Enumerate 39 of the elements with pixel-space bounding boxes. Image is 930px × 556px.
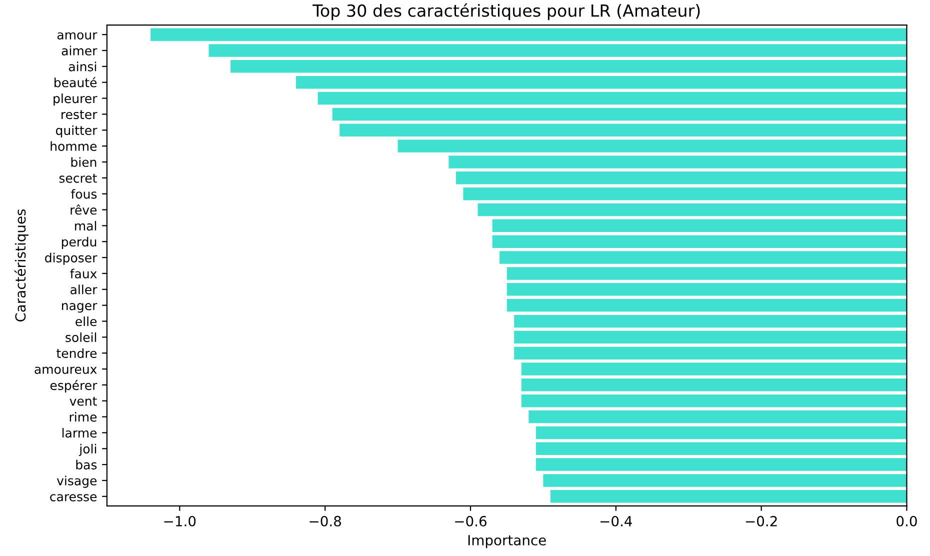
y-tick-label: aimer [62,46,98,56]
y-tick-label: vent [70,396,97,406]
y-tick-label: visage [56,476,97,488]
chart-title: Top 30 des caractéristiques pour LR (Amateur) [312,3,700,20]
y-tick-label: aller [70,284,98,294]
y-tick-label: faux [70,268,97,278]
y-tick-label: homme [50,141,97,151]
y-tick-label: rêve [70,204,97,215]
x-tick-label: −0.2 [746,516,777,526]
x-axis-title: Importance [468,535,546,548]
y-axis-title: Caractéristiques [14,209,28,322]
x-tick-label: −0.8 [310,516,341,526]
y-tick-label: elle [76,316,97,326]
y-tick-label: nager [62,303,98,313]
y-tick-label: mal [75,220,96,231]
y-tick-label: quitter [56,125,98,138]
x-tick-label: −0.4 [600,516,632,526]
y-tick-label: caresse [50,494,97,502]
y-tick-label: bas [76,460,97,470]
y-tick-label: joli [78,444,96,456]
y-tick-label: tendre [56,348,97,358]
y-tick-label: pleurer [54,94,98,106]
x-tick-label: 0.0 [896,516,917,526]
y-tick-label: rime [70,412,97,422]
y-tick-label: soleil [66,332,96,342]
y-tick-label: perdu [62,236,96,249]
y-tick-label: fous [71,189,97,199]
y-tick-label: bien [71,157,96,167]
y-tick-label: rester [62,110,98,120]
y-tick-label: amour [57,32,98,40]
y-tick-label: larme [62,428,97,438]
y-tick-label: ainsi [68,62,96,72]
y-tick-label: secret [59,174,97,183]
y-tick-label: disposer [45,252,98,265]
y-tick-label: espérer [50,380,98,393]
x-tick-label: −1.0 [164,516,196,526]
y-tick-label: amoureux [34,366,97,374]
x-tick-label: −0.6 [455,516,486,526]
y-tick-label: beauté [54,77,97,88]
